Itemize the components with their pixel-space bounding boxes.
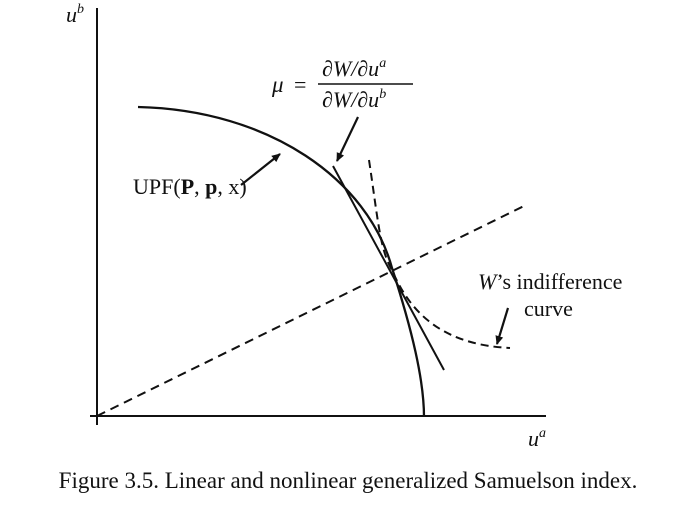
svg-text:μ: μ — [271, 72, 284, 97]
indifference-label-line1: W’s indifference — [478, 269, 622, 294]
upf-curve — [137, 105, 426, 418]
indifference-label-line2: curve — [524, 296, 573, 321]
upf-arrow — [240, 153, 281, 186]
mu-denominator: ∂W/∂ub — [322, 87, 386, 112]
tangent-line — [332, 165, 445, 371]
figure-caption: Figure 3.5. Linear and nonlinear general… — [58, 468, 638, 493]
samuelson-index-diagram: ub ua μ = ∂W/∂ua ∂W/∂ub UPF(P, p, x) W’s… — [66, 2, 622, 451]
upf-label: UPF(P, p, x) — [133, 174, 247, 199]
indifference-arrow — [495, 307, 510, 345]
mu-numerator: ∂W/∂ua — [322, 56, 386, 81]
indifference-curve — [368, 159, 511, 349]
mu-arrow — [336, 116, 359, 162]
mu-equation: μ = ∂W/∂ua ∂W/∂ub — [271, 56, 413, 112]
y-axis-label: ub — [66, 2, 84, 27]
x-axis-label: ua — [528, 426, 546, 451]
svg-text:=: = — [294, 72, 306, 97]
dashed-ray — [96, 205, 525, 417]
